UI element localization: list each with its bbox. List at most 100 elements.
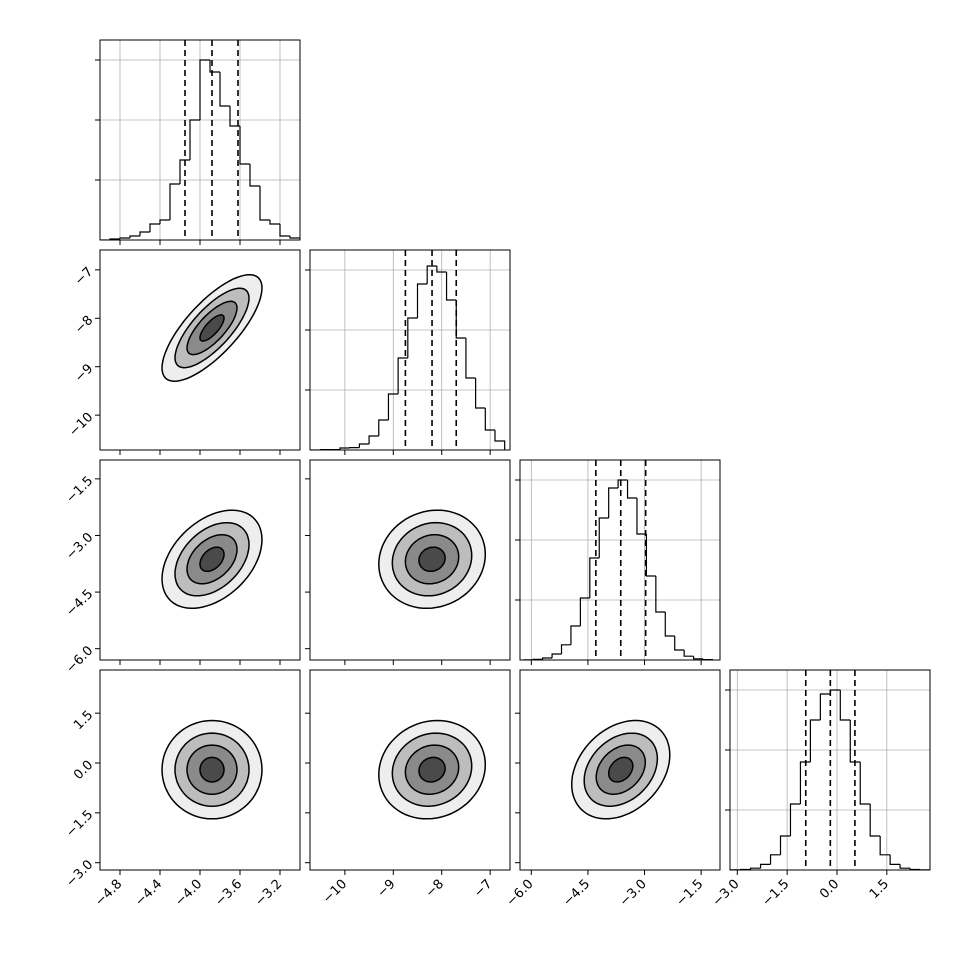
histogram-bin <box>169 183 180 220</box>
histogram-bin <box>789 803 801 836</box>
contour-panel: −7 −8 −9 −10 <box>66 249 301 455</box>
histogram-bin <box>129 235 140 238</box>
x-tick-label: −8 <box>423 877 447 901</box>
x-tick-label: −7 <box>471 877 495 901</box>
plot-area <box>378 509 487 610</box>
x-tick-label: −9 <box>374 877 398 901</box>
histogram-bin <box>674 636 685 651</box>
histogram-bin <box>692 656 704 660</box>
frame <box>309 669 511 871</box>
contour-panel: −6.0 −4.5 −3.0 −1.5 <box>504 669 721 910</box>
histogram-bin <box>551 653 562 658</box>
plot-area <box>161 719 263 820</box>
x-tick-label: −1.5 <box>760 877 793 910</box>
histogram-bin <box>899 864 911 869</box>
x-tick-label: 1.5 <box>867 877 892 902</box>
histogram-bin <box>416 283 428 318</box>
y-tick-label: −10 <box>66 410 96 440</box>
plot-area <box>378 719 487 820</box>
histogram-bin <box>879 836 891 856</box>
histogram-bin <box>579 597 590 626</box>
frame <box>309 459 511 661</box>
x-tick-label: −1.5 <box>673 877 706 910</box>
histogram-bin <box>769 854 781 865</box>
plot-area <box>520 460 720 660</box>
y-tick-label: 1.5 <box>71 708 96 733</box>
histogram-bin <box>869 804 881 837</box>
histogram-bin <box>779 835 791 855</box>
histogram-bin <box>849 720 861 763</box>
histogram-bin <box>829 689 841 694</box>
histogram-bin <box>445 272 457 301</box>
histogram-bin <box>339 447 350 450</box>
y-tick-label: −7 <box>72 265 96 289</box>
contour-panel: −1.5 −3.0 −4.5 −6.0 <box>63 459 301 676</box>
histogram-bin <box>209 60 220 73</box>
histogram-bin <box>358 443 370 448</box>
contour <box>199 546 225 573</box>
plot-area <box>310 250 510 450</box>
histogram-bin <box>119 237 130 239</box>
x-tick-label: −3.2 <box>252 877 285 910</box>
y-tick-label: −9 <box>72 361 96 385</box>
x-tick-label: −4.8 <box>92 877 125 910</box>
y-tick-label: −4.5 <box>63 587 96 620</box>
histogram-bin <box>617 479 628 488</box>
histogram-bin <box>542 657 553 660</box>
histogram-bin <box>664 612 675 637</box>
histogram-bin <box>378 419 389 436</box>
histogram-bin <box>465 338 476 379</box>
frame <box>729 669 931 871</box>
contour-panel: −10 −9 −8 −7 <box>305 669 511 907</box>
x-tick-label: −4.4 <box>132 877 165 910</box>
histogram-bin <box>139 231 150 236</box>
histogram-bin <box>426 265 437 284</box>
histogram-bin <box>598 517 609 558</box>
histogram-bin <box>484 408 495 431</box>
plot-area <box>161 273 263 382</box>
histogram-bin <box>909 868 921 870</box>
x-tick-label: 0.0 <box>817 877 842 902</box>
contour-panel <box>305 459 511 665</box>
contour <box>418 546 446 573</box>
x-tick-label: −4.0 <box>172 877 205 910</box>
histogram-panel: −3.0 −1.5 0.0 1.5 <box>710 669 931 910</box>
histogram-bin <box>269 220 280 225</box>
y-tick-label: −3.0 <box>63 857 96 890</box>
histogram-bin <box>289 236 300 240</box>
histogram-bin <box>189 119 200 160</box>
histogram-bin <box>259 186 270 221</box>
histogram-panel <box>95 39 301 245</box>
contour <box>199 756 225 783</box>
histogram-bin <box>799 761 811 804</box>
y-tick-label: −1.5 <box>63 808 96 841</box>
histogram-bin <box>179 159 190 184</box>
x-tick-label: −10 <box>320 877 350 907</box>
histogram-bin <box>397 357 408 394</box>
frame <box>519 459 721 661</box>
histogram-bin <box>239 126 250 165</box>
histogram-bin <box>407 317 418 358</box>
histogram-bin <box>159 219 170 224</box>
plot-area <box>570 719 671 820</box>
histogram-bin <box>199 59 210 120</box>
histogram-bin <box>749 867 761 870</box>
histogram-bin <box>819 693 831 720</box>
histogram-bin <box>608 487 619 518</box>
histogram-bin <box>368 435 379 444</box>
plot-area <box>730 670 930 870</box>
histogram-bin <box>683 650 694 657</box>
plot-area <box>161 509 263 610</box>
x-tick-label: −3.0 <box>617 877 650 910</box>
frame <box>309 249 511 451</box>
x-tick-label: −4.5 <box>560 877 593 910</box>
x-tick-label: −3.0 <box>710 877 743 910</box>
histogram-bin <box>249 164 260 187</box>
histogram-bin <box>229 106 240 127</box>
histogram-bin <box>570 625 581 645</box>
histogram-bin <box>475 378 486 409</box>
contour <box>418 756 446 783</box>
histogram-bin <box>436 266 447 273</box>
y-tick-label: −8 <box>72 313 96 337</box>
y-tick-label: 0.0 <box>71 758 96 783</box>
